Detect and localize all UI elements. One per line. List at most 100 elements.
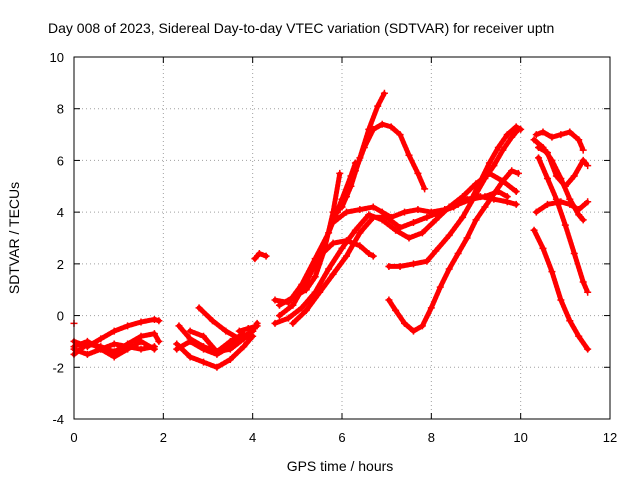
data-point — [530, 136, 538, 144]
data-point — [275, 312, 283, 320]
data-point — [409, 327, 417, 335]
data-point — [423, 257, 431, 265]
series-line — [388, 170, 519, 332]
data-point — [244, 325, 252, 332]
data-point — [186, 327, 194, 335]
data-point — [566, 128, 574, 136]
series-arc-19 — [334, 120, 429, 216]
data-point — [548, 133, 556, 141]
data-point — [336, 169, 344, 177]
data-point — [378, 208, 386, 216]
data-point — [97, 345, 105, 353]
series-arc-4 — [70, 337, 158, 361]
series-arc-23 — [468, 123, 525, 203]
series-line — [279, 173, 341, 306]
grid — [74, 57, 610, 419]
data-point — [213, 363, 221, 371]
series-trail — [272, 160, 358, 306]
series-trail — [335, 121, 428, 215]
series-arc-28 — [532, 198, 592, 216]
data-point — [110, 327, 118, 335]
data-point — [396, 262, 404, 270]
data-point — [532, 208, 540, 216]
data-point — [150, 345, 158, 353]
series-arc-10 — [235, 322, 261, 335]
data-point — [338, 244, 346, 252]
data-point — [552, 172, 560, 180]
data-point — [124, 345, 132, 353]
series-arc-16 — [275, 237, 377, 320]
data-point — [445, 231, 453, 239]
data-point — [387, 213, 395, 221]
data-point — [83, 350, 91, 358]
data-point — [392, 226, 400, 234]
data-point — [432, 216, 440, 224]
data-point — [155, 337, 163, 345]
data-point — [298, 304, 306, 312]
data-point — [539, 128, 547, 136]
data-point — [584, 198, 592, 206]
y-tick-label: -2 — [52, 360, 64, 375]
data-point — [186, 353, 194, 361]
data-point — [235, 335, 243, 343]
data-point — [481, 203, 489, 211]
data-point — [494, 144, 502, 151]
data-point — [436, 283, 444, 291]
data-point — [472, 216, 480, 224]
data-point — [445, 265, 453, 273]
data-point — [427, 208, 435, 216]
data-point — [421, 185, 429, 193]
data-point — [409, 218, 417, 226]
data-point — [329, 239, 337, 247]
y-tick-label: 0 — [57, 309, 64, 324]
data-point — [454, 200, 462, 208]
data-point — [584, 345, 592, 353]
data-point — [557, 296, 565, 304]
data-point — [561, 182, 569, 190]
data-point — [566, 200, 574, 208]
series-arc-13 — [271, 159, 359, 307]
data-point — [365, 125, 373, 133]
data-point — [485, 159, 493, 167]
data-point — [365, 211, 373, 219]
data-point — [552, 195, 560, 203]
data-point — [584, 288, 592, 296]
data-point — [543, 175, 551, 183]
data-point — [378, 120, 386, 128]
data-point — [530, 226, 538, 234]
data-point — [342, 237, 350, 245]
data-point — [405, 234, 413, 242]
data-point — [499, 146, 507, 154]
data-point — [385, 262, 393, 270]
chart-title: Day 008 of 2023, Sidereal Day-to-day VTE… — [48, 20, 554, 36]
data-marks — [70, 89, 592, 371]
data-point — [490, 162, 498, 170]
y-axis-label: SDTVAR / TECUs — [6, 182, 22, 294]
data-point — [195, 304, 203, 312]
data-point — [200, 345, 208, 353]
data-point — [155, 317, 163, 325]
data-point — [311, 273, 319, 281]
data-point — [535, 154, 543, 162]
x-tick-label: 2 — [160, 430, 167, 445]
series-arc-9 — [195, 304, 261, 343]
data-point — [508, 133, 516, 141]
data-point — [414, 169, 422, 177]
data-point — [499, 177, 507, 185]
data-point — [512, 123, 520, 131]
data-point — [97, 335, 105, 343]
data-point — [110, 340, 118, 348]
data-point — [539, 244, 547, 252]
series-line — [535, 201, 589, 213]
data-point — [271, 296, 279, 304]
data-point — [150, 330, 158, 338]
series-arc-15 — [271, 169, 520, 327]
data-point — [396, 131, 404, 139]
data-point — [347, 182, 355, 190]
data-point — [543, 200, 551, 208]
data-point — [200, 358, 208, 366]
data-point — [503, 193, 511, 201]
data-point — [240, 343, 248, 351]
data-point — [409, 260, 417, 268]
